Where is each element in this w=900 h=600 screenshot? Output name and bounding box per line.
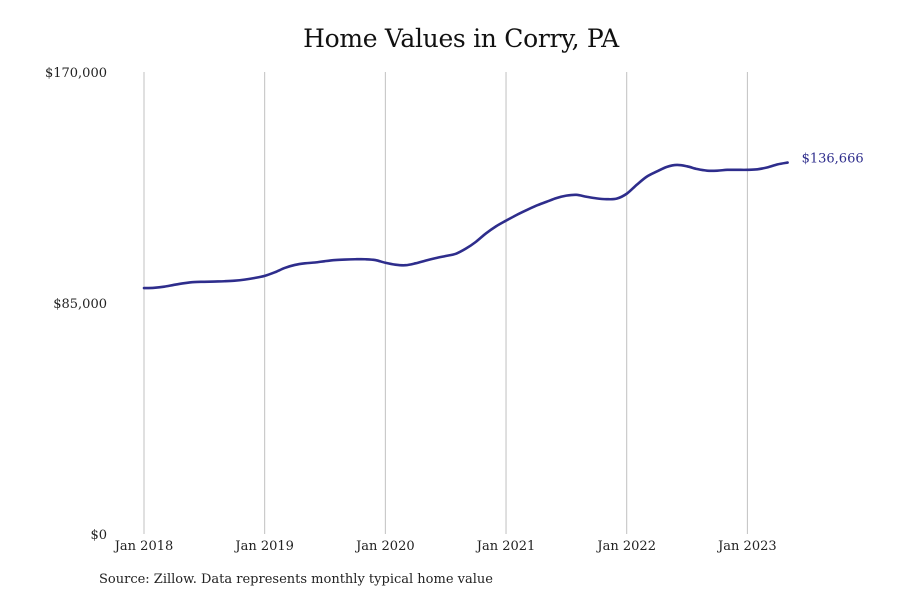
end-value-label: $136,666: [802, 152, 864, 167]
home-value-series-line: [142, 161, 789, 290]
x-tick-label: Jan 2019: [233, 539, 294, 554]
x-tick-label: Jan 2020: [354, 539, 415, 554]
y-axis-tick-labels: $0 $85,000 $170,000: [45, 66, 107, 543]
x-tick-label: Jan 2021: [475, 539, 536, 554]
chart-title: Home Values in Corry, PA: [303, 24, 619, 53]
x-tick-label: Jan 2018: [113, 539, 174, 554]
y-tick-label: $170,000: [45, 66, 107, 81]
annotation-layer: $136,666: [802, 152, 864, 167]
x-tick-label: Jan 2023: [716, 539, 777, 554]
gridlines: [143, 72, 748, 534]
x-axis-tick-labels: Jan 2018 Jan 2019 Jan 2020 Jan 2021 Jan 2022…: [113, 539, 777, 554]
source-note: Source: Zillow. Data represents monthly …: [99, 572, 493, 587]
series-layer: [142, 161, 789, 290]
x-tick-label: Jan 2022: [595, 539, 656, 554]
y-tick-label: $0: [90, 528, 107, 543]
y-tick-label: $85,000: [53, 297, 107, 312]
